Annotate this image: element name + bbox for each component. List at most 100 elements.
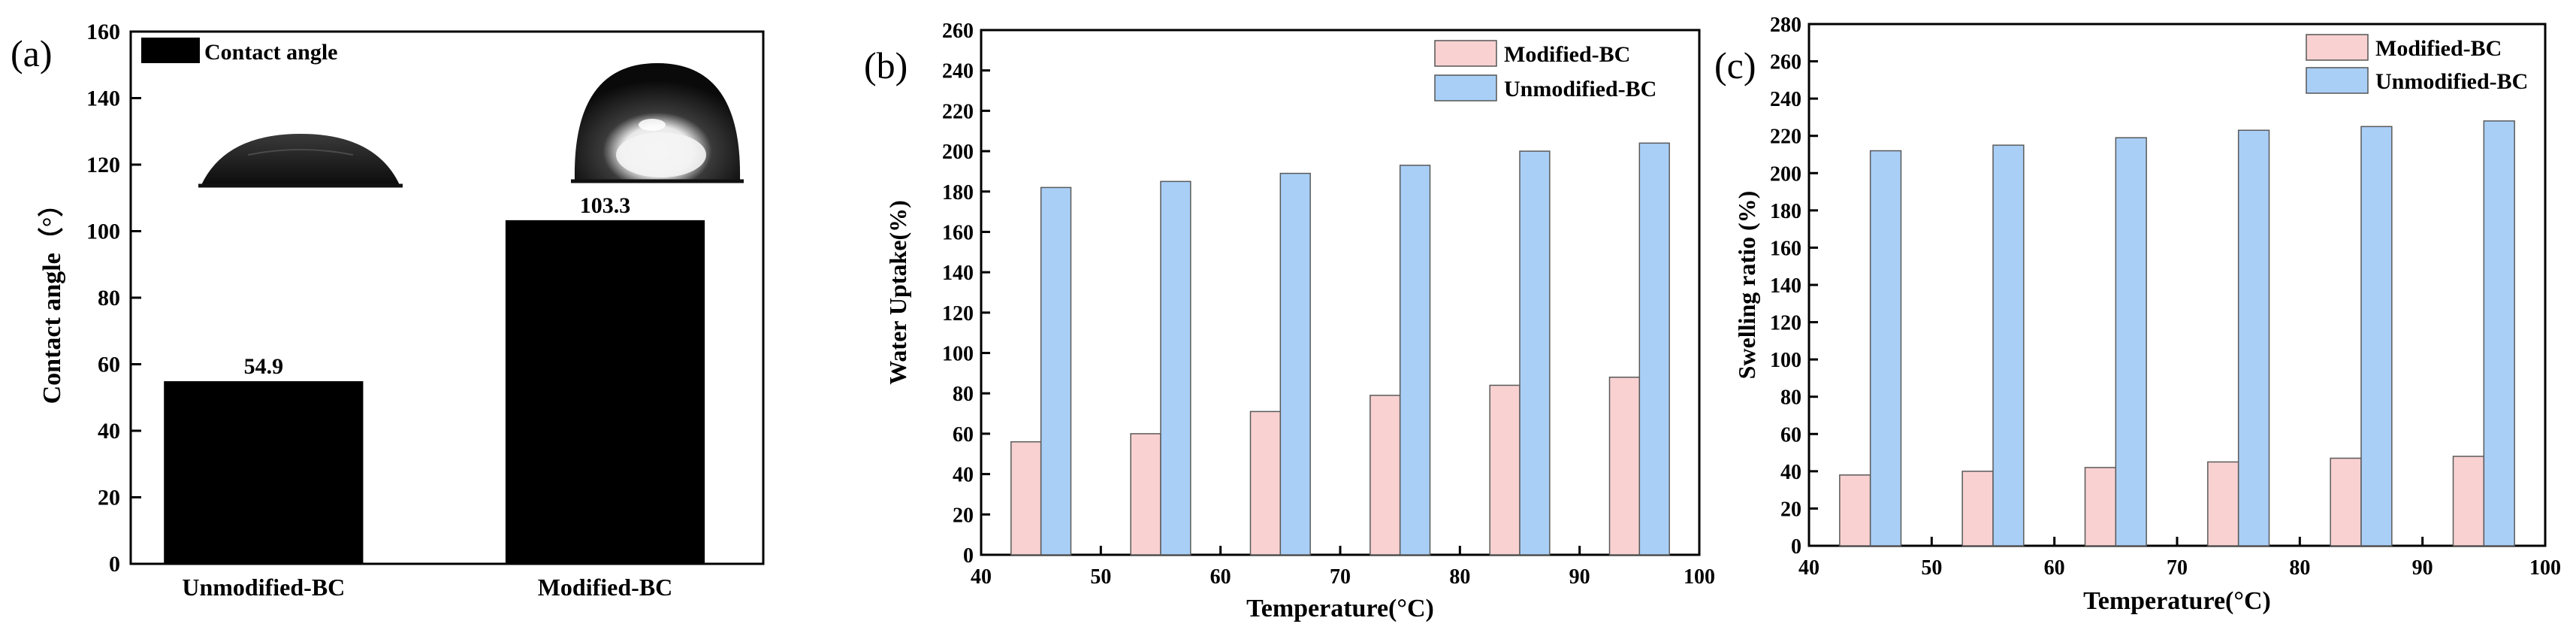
- y-tick-label: 20: [98, 486, 120, 510]
- y-tick-label: 80: [953, 383, 974, 406]
- bar-unmodified-bc-75: [2237, 129, 2270, 547]
- y-tick-label: 160: [1770, 237, 1801, 260]
- y-tick-label: 40: [98, 419, 120, 444]
- y-tick-label: 20: [1780, 498, 1801, 521]
- y-tick-label: 100: [86, 220, 120, 244]
- y-tick-label: 120: [942, 302, 974, 326]
- panel-b: (b) 0 20 40 60 80 100 120 140 160 180 200 220 240 260…: [864, 20, 1715, 622]
- panel-a-y-axis-label: Contact angle（°）: [37, 192, 66, 404]
- y-tick-label: 120: [86, 153, 120, 177]
- y-tick-label: 180: [1770, 200, 1801, 223]
- panel-c: (c) 0 20 40 60 80 100 120 140 160 180 200 220 240 260…: [1714, 14, 2561, 615]
- panel-b-legend: Modified-BC Unmodified-BC: [1434, 40, 1656, 101]
- y-tick-label: 100: [1770, 349, 1801, 372]
- bar-unmodified-bc-45: [1040, 186, 1072, 556]
- legend-label-contact-angle: Contact angle: [204, 40, 337, 65]
- y-tick-label: 0: [1791, 535, 1801, 559]
- bar-unmodified-bc-75: [1399, 165, 1431, 556]
- bar-modified-bc: [505, 220, 705, 564]
- x-tick-label: 50: [1921, 556, 1942, 580]
- panel-a-letter: (a): [11, 32, 53, 74]
- legend-swatch-modified-bc: [1434, 40, 1497, 67]
- legend-label-modified-bc: Modified-BC: [1504, 42, 1630, 67]
- y-tick-label: 180: [942, 181, 974, 204]
- x-tick-label-modified-bc: Modified-BC: [538, 574, 673, 601]
- bar-modified-bc-75: [1370, 395, 1401, 556]
- water-droplet-modified: [571, 63, 744, 183]
- x-tick-label: 80: [1449, 565, 1470, 589]
- y-tick-label: 0: [109, 552, 120, 577]
- bar-modified-bc-65: [1249, 410, 1282, 556]
- bar-unmodified-bc-55: [1992, 144, 2025, 547]
- y-tick-label: 200: [942, 141, 974, 164]
- x-tick-label: 70: [2167, 556, 2188, 580]
- y-tick-label: 100: [942, 343, 974, 366]
- panel-a-legend: Contact angle: [141, 38, 337, 65]
- panel-c-x-axis-label: Temperature(°C): [2083, 587, 2271, 615]
- panel-c-y-axis-label: Swelling ratio (%): [1733, 191, 1760, 380]
- legend-swatch-unmodified-bc: [1434, 74, 1497, 101]
- y-tick-label: 240: [942, 60, 974, 83]
- bar-modified-bc-45: [1839, 474, 1871, 547]
- legend-swatch-unmodified-bc: [2306, 67, 2369, 94]
- y-tick-label: 240: [1770, 88, 1801, 111]
- data-label-modified-bc: 103.3: [580, 193, 631, 218]
- bar-modified-bc-95: [2452, 456, 2485, 547]
- legend-label-unmodified-bc: Unmodified-BC: [1504, 77, 1656, 101]
- x-tick-label: 70: [1330, 565, 1351, 589]
- y-tick-label: 60: [953, 423, 974, 447]
- bar-modified-bc-45: [1010, 441, 1042, 556]
- legend-label-unmodified-bc: Unmodified-BC: [2375, 69, 2528, 94]
- bar-modified-bc-65: [2084, 467, 2117, 547]
- x-tick-label: 60: [1210, 565, 1231, 589]
- y-tick-label: 60: [98, 353, 120, 377]
- y-tick-label: 220: [1770, 126, 1801, 149]
- panel-b-axes-frame: [980, 29, 1701, 556]
- panel-b-x-axis-label: Temperature(°C): [1246, 595, 1434, 622]
- y-tick-label: 220: [942, 100, 974, 123]
- water-droplet-unmodified: [198, 134, 403, 188]
- x-tick-label: 60: [2044, 556, 2065, 580]
- panel-c-axes-frame: [1807, 23, 2547, 547]
- y-tick-label: 160: [942, 221, 974, 244]
- bar-unmodified-bc-65: [1279, 172, 1311, 556]
- y-tick-label: 20: [953, 504, 974, 527]
- x-tick-label: 100: [2529, 556, 2561, 580]
- bar-unmodified-bc-65: [2115, 137, 2147, 547]
- y-tick-label: 120: [1770, 312, 1801, 335]
- x-tick-label: 80: [2289, 556, 2310, 580]
- x-tick-label: 50: [1090, 565, 1111, 589]
- y-tick-label: 140: [942, 262, 974, 285]
- y-tick-label: 140: [1770, 274, 1801, 298]
- bar-unmodified-bc-45: [1869, 150, 1902, 547]
- bar-unmodified-bc-85: [2360, 126, 2393, 547]
- panel-a-plot-area: 0 20 40 60 80 100 120 140 160 Unmodified-BC Modif…: [37, 20, 765, 601]
- panel-b-y-axis-label: Water Uptake(%): [884, 200, 911, 385]
- bar-unmodified-bc-85: [1519, 150, 1551, 556]
- y-tick-label: 40: [953, 464, 974, 487]
- bar-unmodified-bc-55: [1160, 180, 1191, 556]
- y-tick-label: 160: [86, 20, 120, 44]
- y-tick-label: 80: [1780, 386, 1801, 410]
- bar-modified-bc-55: [1130, 433, 1161, 556]
- x-tick-label: 90: [1569, 565, 1590, 589]
- bar-unmodified-bc-95: [1638, 142, 1670, 556]
- x-tick-label: 40: [971, 565, 992, 589]
- legend-swatch-contact-angle: [141, 38, 200, 63]
- data-label-unmodified-bc: 54.9: [244, 354, 284, 379]
- y-tick-label: 40: [1780, 461, 1801, 484]
- bar-modified-bc-95: [1608, 377, 1641, 556]
- y-tick-label: 260: [942, 20, 974, 43]
- y-tick-label: 0: [963, 544, 974, 568]
- panel-a: (a) 0 20 40 60 80 100 120 140 160 Unmodified-BC M…: [11, 20, 765, 601]
- bar-unmodified-bc: [164, 381, 364, 564]
- y-tick-label: 80: [98, 286, 120, 310]
- y-tick-label: 60: [1780, 423, 1801, 447]
- y-tick-label: 280: [1770, 14, 1801, 37]
- bar-modified-bc-55: [1961, 471, 1994, 547]
- panel-b-letter: (b): [864, 44, 907, 86]
- panel-c-letter: (c): [1714, 44, 1756, 86]
- x-tick-label: 40: [1798, 556, 1820, 580]
- x-tick-label-unmodified-bc: Unmodified-BC: [182, 574, 345, 601]
